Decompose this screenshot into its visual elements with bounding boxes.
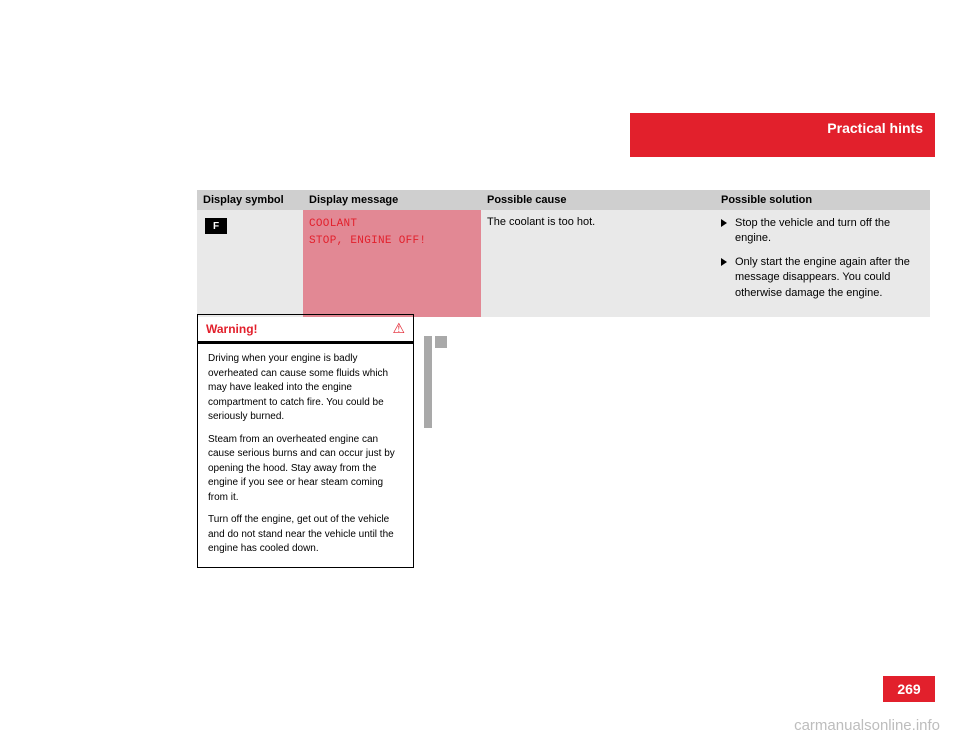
warning-box: Warning! ⚠ Driving when your engine is b…: [197, 314, 414, 568]
section-header-title: Practical hints: [827, 120, 923, 136]
page-number-tab: 269: [883, 676, 935, 702]
col-header-symbol: Display symbol: [197, 190, 303, 210]
cell-cause: The coolant is too hot.: [481, 210, 715, 317]
col-header-message: Display message: [303, 190, 481, 210]
warning-paragraph: Steam from an overheated engine can caus…: [208, 433, 403, 506]
solution-list: Stop the vehicle and turn off the engine…: [721, 216, 924, 309]
warning-body: Driving when your engine is badly overhe…: [198, 344, 413, 567]
bullet-icon: [721, 258, 727, 266]
table-row: F COOLANT STOP, ENGINE OFF! The coolant …: [197, 210, 930, 317]
warning-title: Warning!: [206, 322, 258, 336]
warning-paragraph: Driving when your engine is badly overhe…: [208, 352, 403, 425]
message-line-2: STOP, ENGINE OFF!: [309, 233, 475, 250]
diagnostic-table: Display symbol Display message Possible …: [197, 190, 930, 317]
solution-text: Stop the vehicle and turn off the engine…: [735, 216, 924, 247]
page-container: Practical hints Display symbol Display m…: [0, 0, 960, 742]
bullet-icon: [721, 219, 727, 227]
section-header-tab: Practical hints: [630, 113, 935, 157]
side-thumb-tabs: [424, 336, 440, 430]
watermark-text: carmanualsonline.info: [794, 717, 940, 734]
solution-item: Only start the engine again after the me…: [721, 255, 924, 301]
solution-item: Stop the vehicle and turn off the engine…: [721, 216, 924, 247]
coolant-temp-icon-label: F: [213, 221, 219, 232]
warning-paragraph: Turn off the engine, get out of the vehi…: [208, 513, 403, 557]
table-header-row: Display symbol Display message Possible …: [197, 190, 930, 210]
cell-symbol: F: [197, 210, 303, 317]
thumb-tab-small: [435, 336, 447, 348]
col-header-solution: Possible solution: [715, 190, 930, 210]
cell-solution: Stop the vehicle and turn off the engine…: [715, 210, 930, 317]
warning-header: Warning! ⚠: [198, 315, 413, 344]
cell-message: COOLANT STOP, ENGINE OFF!: [303, 210, 481, 317]
coolant-temp-icon: F: [205, 218, 227, 234]
thumb-tab: [424, 336, 432, 428]
message-line-1: COOLANT: [309, 216, 475, 233]
warning-triangle-icon: ⚠: [392, 320, 405, 337]
page-number: 269: [897, 681, 920, 697]
solution-text: Only start the engine again after the me…: [735, 255, 924, 301]
col-header-cause: Possible cause: [481, 190, 715, 210]
